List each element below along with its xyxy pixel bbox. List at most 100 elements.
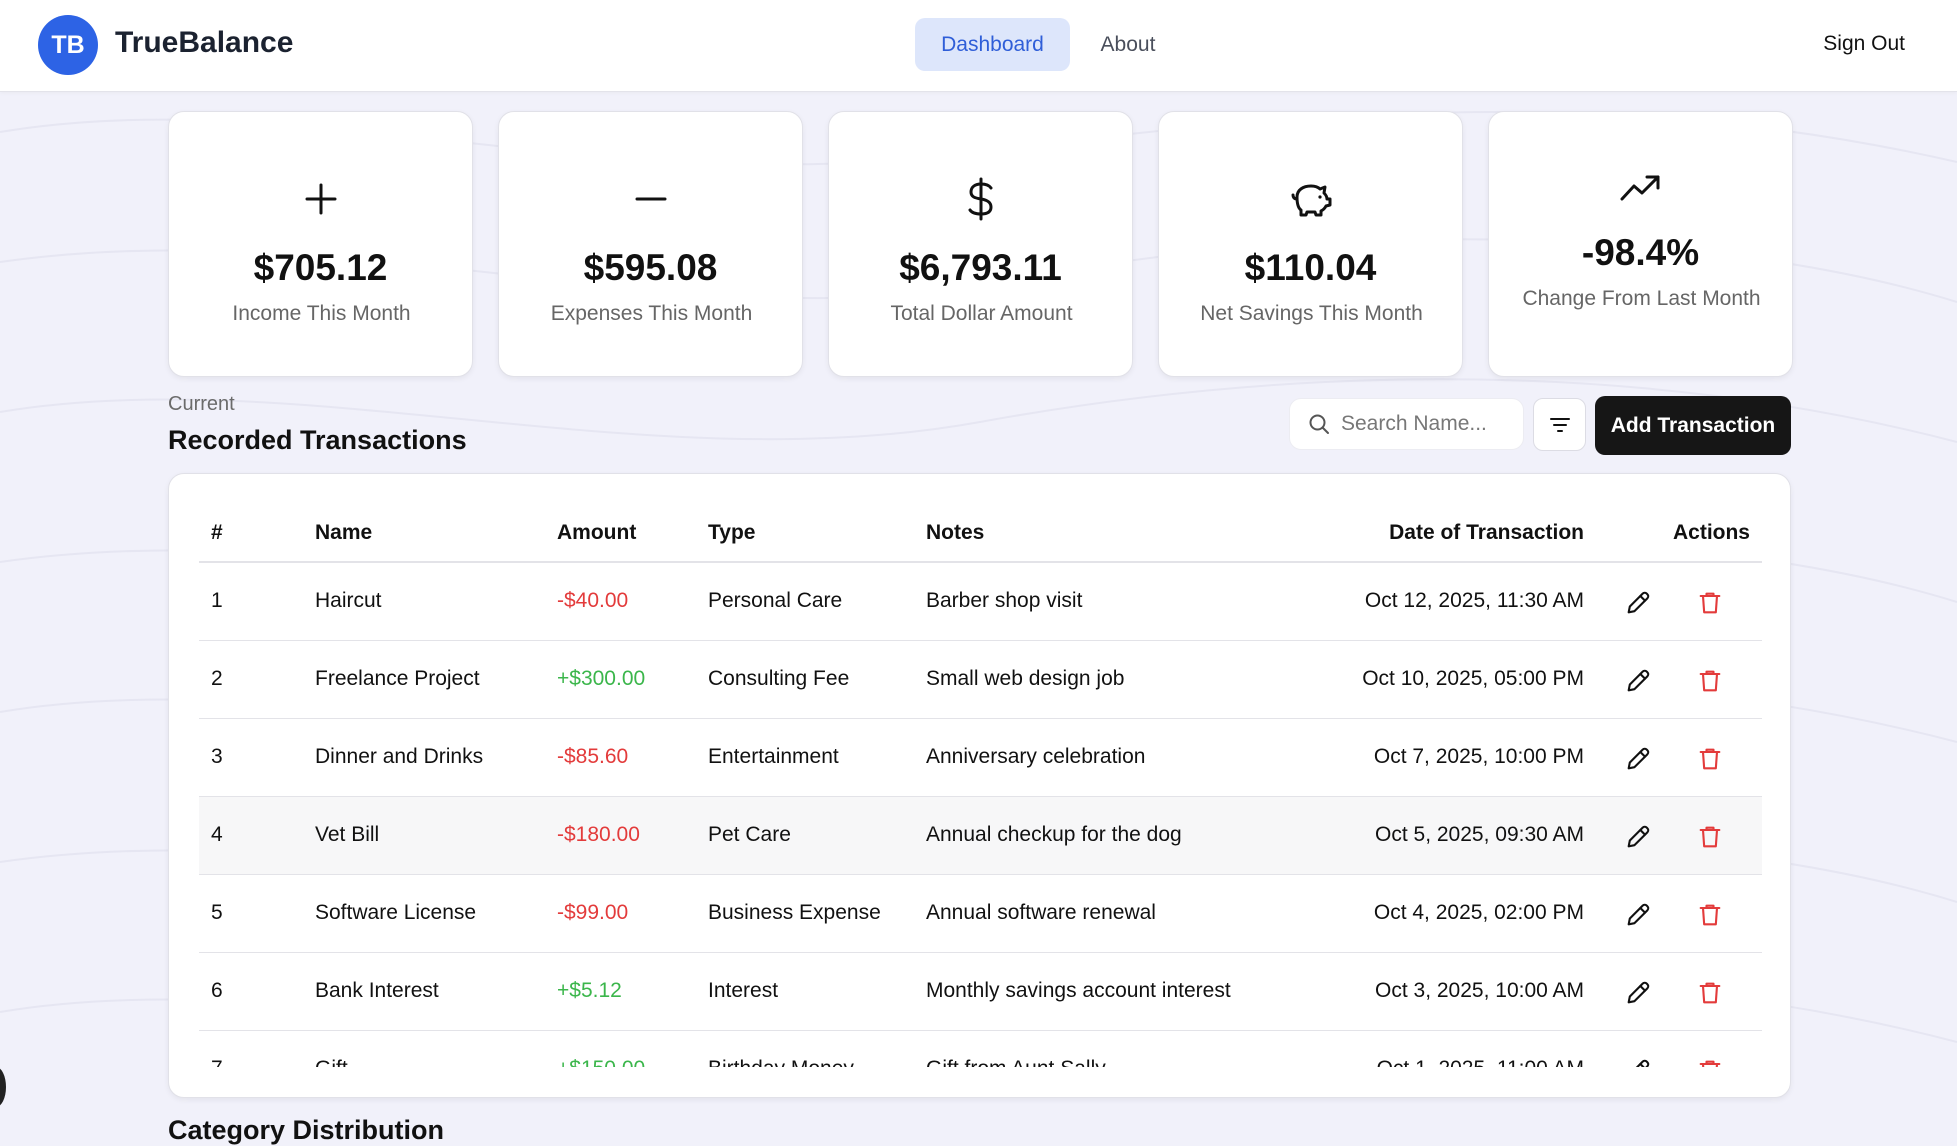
trash-icon[interactable] xyxy=(1696,823,1724,851)
col-number[interactable]: # xyxy=(211,521,223,544)
card-label: Change From Last Month xyxy=(1522,287,1761,310)
card-label: Income This Month xyxy=(232,302,411,325)
table-row[interactable]: 4 Vet Bill -$180.00 Pet Care Annual checkup … xyxy=(199,797,1762,875)
search-icon xyxy=(1309,414,1329,434)
card-value: -98.4% xyxy=(1581,232,1700,273)
card-value: $595.08 xyxy=(583,247,718,288)
edit-icon[interactable] xyxy=(1624,901,1652,929)
table-row[interactable]: 3 Dinner and Drinks -$85.60 Entertainment An… xyxy=(199,719,1762,797)
table-row[interactable]: 5 Software License -$99.00 Business Expense… xyxy=(199,875,1762,953)
row-number: 7 xyxy=(211,1057,223,1067)
table-row[interactable]: 7 Gift +$150.00 Birthday Money Gift from Aun… xyxy=(199,1031,1762,1067)
row-amount: +$5.12 xyxy=(557,979,622,1002)
row-notes: Monthly savings account interest xyxy=(926,979,1231,1002)
row-name: Haircut xyxy=(315,589,382,612)
dollar-icon xyxy=(829,177,1132,221)
add-transaction-button[interactable]: Add Transaction xyxy=(1595,396,1791,455)
row-type: Interest xyxy=(708,979,779,1002)
row-type: Consulting Fee xyxy=(708,667,850,690)
row-notes: Annual checkup for the dog xyxy=(926,823,1182,846)
row-amount: +$300.00 xyxy=(557,667,646,690)
row-type: Birthday Money xyxy=(708,1057,854,1067)
row-date: Oct 12, 2025, 11:30 AM xyxy=(1364,589,1584,612)
transactions-table-card: # Name Amount Type Notes Date of Transac… xyxy=(168,473,1791,1098)
piggy-bank-icon xyxy=(1159,177,1462,221)
edit-icon[interactable] xyxy=(1624,745,1652,773)
card-value: $110.04 xyxy=(1244,247,1377,288)
col-name[interactable]: Name xyxy=(315,521,373,544)
total-card: $6,793.11 Total Dollar Amount xyxy=(828,111,1133,377)
row-notes: Gift from Aunt Sally xyxy=(926,1057,1106,1067)
table-row[interactable]: 1 Haircut -$40.00 Personal Care Barber shop … xyxy=(199,563,1762,641)
trash-icon[interactable] xyxy=(1696,589,1724,617)
row-type: Pet Care xyxy=(708,823,791,846)
tab-about[interactable]: About xyxy=(1100,32,1156,56)
sign-out-button[interactable]: Sign Out xyxy=(1823,32,1905,55)
row-notes: Annual software renewal xyxy=(926,901,1156,924)
transactions-table: # Name Amount Type Notes Date of Transac… xyxy=(199,474,1762,1067)
scroll-handle[interactable] xyxy=(0,1067,6,1107)
row-amount: -$99.00 xyxy=(557,901,629,924)
edit-icon[interactable] xyxy=(1624,979,1652,1007)
col-notes[interactable]: Notes xyxy=(926,521,985,544)
row-notes: Barber shop visit xyxy=(926,589,1083,612)
card-value: $6,793.11 xyxy=(899,247,1062,288)
section-title: Recorded Transactions xyxy=(168,425,467,455)
row-number: 5 xyxy=(211,901,223,924)
row-date: Oct 3, 2025, 10:00 AM xyxy=(1375,979,1584,1002)
col-amount[interactable]: Amount xyxy=(557,521,637,544)
row-date: Oct 4, 2025, 02:00 PM xyxy=(1373,901,1584,924)
row-name: Bank Interest xyxy=(315,979,439,1002)
trash-icon[interactable] xyxy=(1696,745,1724,773)
row-name: Dinner and Drinks xyxy=(315,745,484,768)
row-date: Oct 10, 2025, 05:00 PM xyxy=(1362,667,1584,690)
filter-button[interactable] xyxy=(1533,398,1586,451)
row-date: Oct 7, 2025, 10:00 PM xyxy=(1373,745,1584,768)
brand-name[interactable]: TrueBalance xyxy=(115,26,294,59)
row-amount: -$85.60 xyxy=(557,745,629,768)
edit-icon[interactable] xyxy=(1624,823,1652,851)
edit-icon[interactable] xyxy=(1624,589,1652,617)
filter-icon xyxy=(1549,417,1570,432)
trash-icon[interactable] xyxy=(1696,667,1724,695)
row-number: 2 xyxy=(211,667,223,690)
net-savings-card: $110.04 Net Savings This Month xyxy=(1158,111,1463,377)
edit-icon[interactable] xyxy=(1624,1057,1652,1067)
trash-icon[interactable] xyxy=(1696,1057,1724,1067)
col-type[interactable]: Type xyxy=(708,521,756,544)
row-notes: Anniversary celebration xyxy=(926,745,1146,768)
row-number: 3 xyxy=(211,745,223,768)
logo-badge[interactable]: TB xyxy=(38,15,98,75)
card-value: $705.12 xyxy=(253,247,388,288)
row-number: 6 xyxy=(211,979,223,1002)
income-card: $705.12 Income This Month xyxy=(168,111,473,377)
search-box[interactable] xyxy=(1289,398,1524,450)
trash-icon[interactable] xyxy=(1696,979,1724,1007)
table-header: # Name Amount Type Notes Date of Transac… xyxy=(199,474,1762,563)
row-amount: +$150.00 xyxy=(557,1057,645,1067)
top-nav-bar: TB TrueBalance Dashboard About Sign Out xyxy=(0,0,1957,92)
category-distribution-title: Category Distribution xyxy=(168,1115,445,1145)
row-name: Freelance Project xyxy=(315,667,480,690)
edit-icon[interactable] xyxy=(1624,667,1652,695)
row-amount: -$180.00 xyxy=(557,823,640,846)
table-row[interactable]: 2 Freelance Project +$300.00 Consulting Fee… xyxy=(199,641,1762,719)
trash-icon[interactable] xyxy=(1696,901,1724,929)
row-notes: Small web design job xyxy=(926,667,1125,690)
search-input[interactable] xyxy=(1341,412,1511,436)
row-name: Vet Bill xyxy=(315,823,380,846)
row-type: Business Expense xyxy=(708,901,881,924)
row-number: 4 xyxy=(211,823,223,846)
tab-dashboard[interactable]: Dashboard xyxy=(915,18,1070,71)
row-date: Oct 5, 2025, 09:30 AM xyxy=(1375,823,1584,846)
col-date[interactable]: Date of Transaction xyxy=(1389,521,1584,544)
card-label: Expenses This Month xyxy=(550,302,753,325)
minus-icon xyxy=(499,177,802,221)
plus-icon xyxy=(169,177,472,221)
row-number: 1 xyxy=(211,589,223,612)
table-row[interactable]: 6 Bank Interest +$5.12 Interest Monthly savi… xyxy=(199,953,1762,1031)
col-actions: Actions xyxy=(1672,521,1750,544)
row-name: Software License xyxy=(315,901,477,924)
card-label: Net Savings This Month xyxy=(1200,302,1423,325)
row-type: Personal Care xyxy=(708,589,843,612)
